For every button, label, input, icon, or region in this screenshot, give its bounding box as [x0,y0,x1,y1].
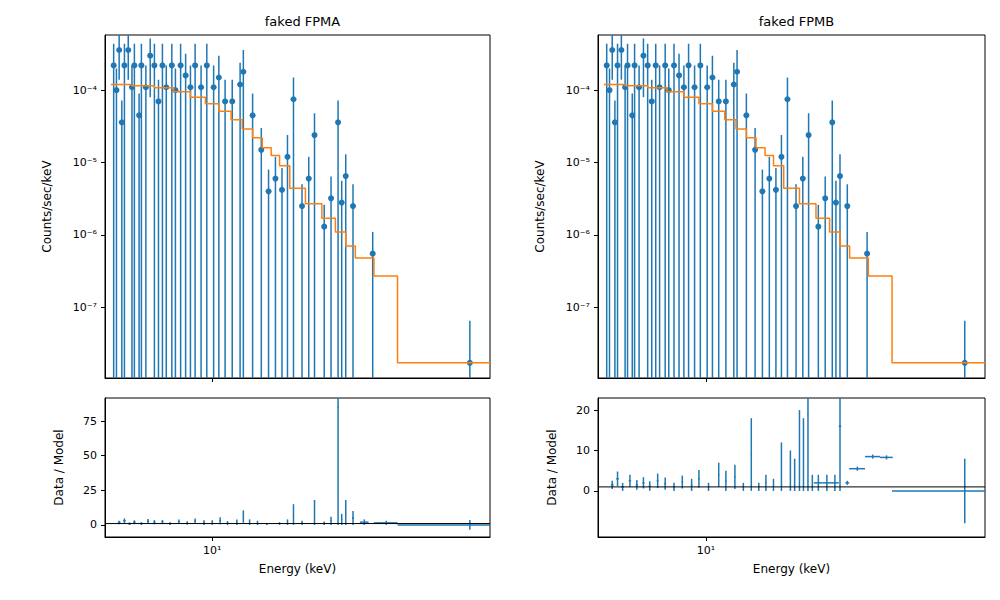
svg-text:10¹: 10¹ [203,544,221,557]
svg-text:Data / Model: Data / Model [545,429,559,505]
svg-text:10⁻⁵: 10⁻⁵ [73,156,97,169]
svg-text:10⁻⁴: 10⁻⁴ [566,84,591,97]
svg-text:faked FPMB: faked FPMB [759,14,834,29]
svg-text:Counts/sec/keV: Counts/sec/keV [40,160,54,253]
svg-text:faked FPMA: faked FPMA [265,14,341,29]
svg-text:10: 10 [576,444,590,457]
svg-text:0: 0 [583,484,590,497]
svg-text:50: 50 [83,449,97,462]
svg-text:10⁻⁷: 10⁻⁷ [73,301,97,314]
svg-text:0: 0 [90,518,97,531]
svg-text:Counts/sec/keV: Counts/sec/keV [533,160,547,253]
svg-text:10¹: 10¹ [697,544,715,557]
svg-text:10⁻⁷: 10⁻⁷ [566,301,590,314]
svg-text:20: 20 [576,404,590,417]
svg-text:10⁻⁶: 10⁻⁶ [73,228,98,241]
svg-text:25: 25 [83,484,97,497]
svg-text:Energy (keV): Energy (keV) [259,562,336,576]
svg-text:10⁻⁴: 10⁻⁴ [73,84,98,97]
svg-text:Energy (keV): Energy (keV) [753,562,830,576]
svg-text:10⁻⁵: 10⁻⁵ [566,156,590,169]
svg-text:75: 75 [83,415,97,428]
svg-text:Data / Model: Data / Model [52,429,66,505]
svg-text:10⁻⁶: 10⁻⁶ [566,228,591,241]
